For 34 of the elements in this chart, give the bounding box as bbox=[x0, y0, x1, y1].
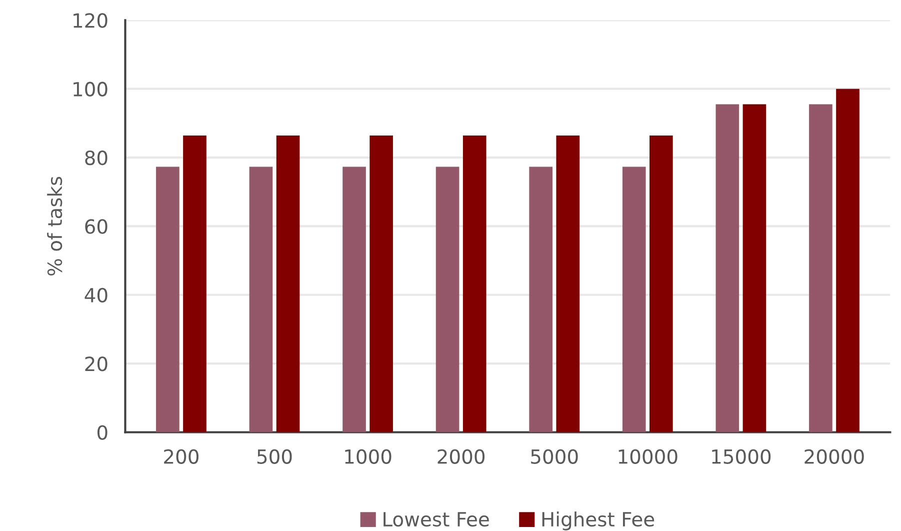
y-tick-label: 100 bbox=[74, 82, 108, 97]
x-tick-label: 200 bbox=[164, 449, 198, 464]
x-tick-label: 1000 bbox=[345, 449, 392, 464]
x-tick-label: 10000 bbox=[618, 449, 678, 464]
bar bbox=[809, 104, 832, 432]
legend-label: Highest Fee bbox=[542, 512, 654, 530]
bar bbox=[556, 136, 580, 432]
bar bbox=[622, 166, 646, 432]
bar bbox=[462, 136, 486, 432]
bar bbox=[156, 166, 180, 432]
y-tick-label: 20 bbox=[85, 356, 108, 372]
x-tick-label: 500 bbox=[257, 449, 292, 464]
x-tick-label: 20000 bbox=[804, 449, 864, 464]
y-tick-label: 60 bbox=[85, 219, 108, 234]
bar bbox=[742, 104, 766, 432]
x-tick-label: 5000 bbox=[531, 449, 578, 464]
bar bbox=[436, 166, 460, 432]
bar bbox=[370, 136, 393, 432]
y-tick-label: 120 bbox=[74, 13, 108, 28]
bar bbox=[342, 166, 366, 432]
bar bbox=[183, 136, 206, 432]
legend-label: Lowest Fee bbox=[384, 512, 489, 527]
y-axis-title: % of tasks bbox=[47, 176, 62, 276]
bar bbox=[529, 166, 552, 432]
y-tick-label: 0 bbox=[97, 425, 108, 440]
bar bbox=[716, 104, 740, 432]
x-tick-label: 2000 bbox=[438, 449, 485, 464]
bar bbox=[249, 166, 273, 432]
bar bbox=[836, 88, 860, 432]
x-tick-label: 15000 bbox=[712, 449, 771, 464]
bar bbox=[650, 136, 673, 432]
bar bbox=[276, 136, 300, 432]
y-tick-label: 80 bbox=[85, 150, 108, 166]
y-tick-label: 40 bbox=[84, 288, 108, 303]
